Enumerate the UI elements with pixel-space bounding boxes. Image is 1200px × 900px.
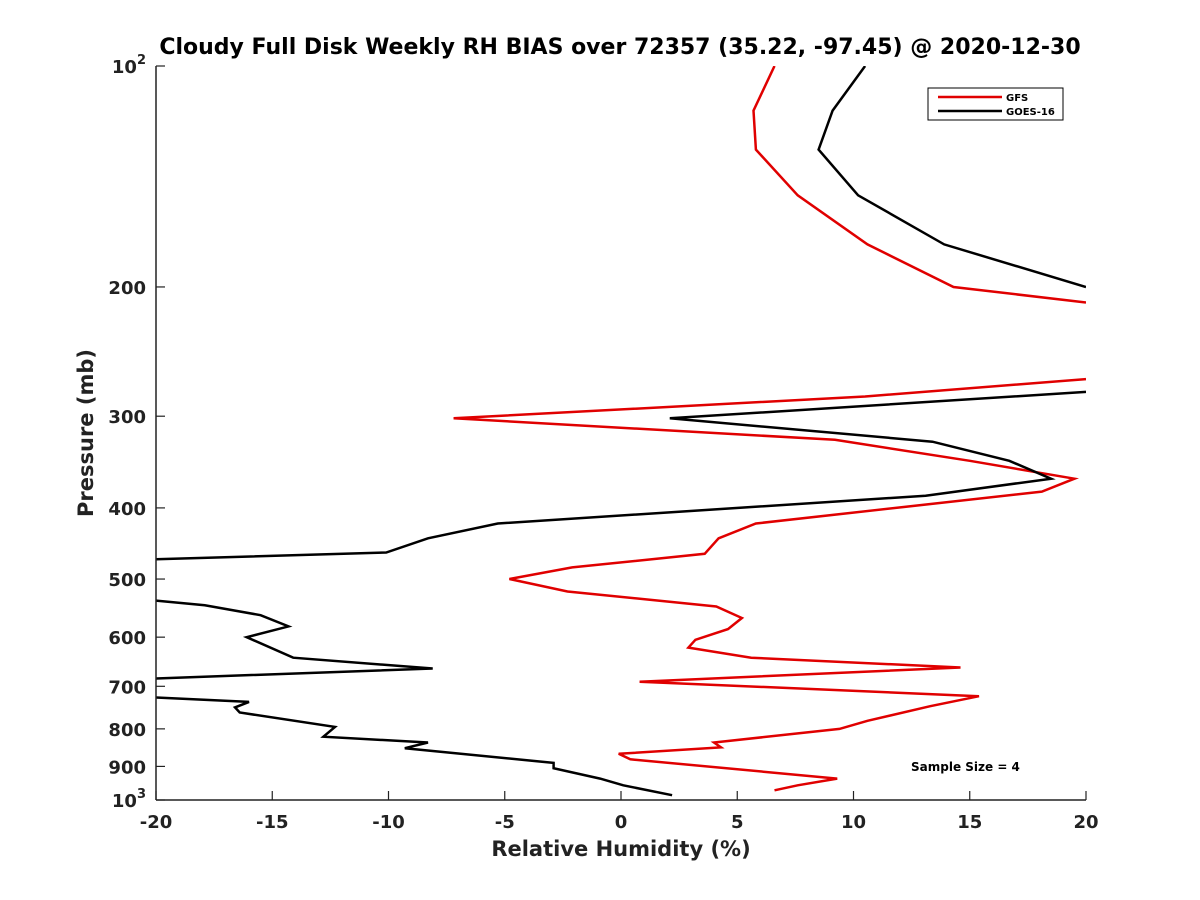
y-tick-label: 800	[108, 720, 146, 741]
series-line-goes16-segment-4	[156, 696, 673, 797]
series-line-goes16-segment-1	[817, 66, 1086, 289]
series-line-gfs-segment-2	[453, 377, 1086, 792]
series-line-goes16-segment-2	[156, 390, 1086, 561]
x-tick-label: -15	[256, 812, 289, 833]
x-tick-label: -10	[372, 812, 405, 833]
x-ticks: -20 -15 -10 -5 0 5 10 15 20	[140, 791, 1099, 833]
series-layer	[156, 66, 1086, 797]
x-tick-label: 15	[957, 812, 982, 833]
chart-title: Cloudy Full Disk Weekly RH BIAS over 723…	[159, 35, 1080, 60]
y-tick-label: 103	[112, 787, 146, 812]
sample-size-annotation: Sample Size = 4	[911, 760, 1020, 774]
x-tick-label: 5	[731, 812, 744, 833]
y-tick-label: 200	[108, 278, 146, 299]
y-tick-label: 900	[108, 757, 146, 778]
x-tick-label: -20	[140, 812, 173, 833]
y-tick-label: 500	[108, 570, 146, 591]
x-tick-label: 10	[841, 812, 866, 833]
legend-label-goes16: GOES-16	[1006, 107, 1055, 118]
x-tick-label: 0	[615, 812, 628, 833]
plot-area	[156, 66, 1086, 800]
y-tick-label: 600	[108, 628, 146, 649]
y-tick-label: 300	[108, 407, 146, 428]
x-axis-label: Relative Humidity (%)	[491, 837, 750, 861]
y-ticks: 102 200 300 400 500 600 700 800 900 103	[108, 53, 165, 812]
y-axis-label: Pressure (mb)	[74, 349, 98, 517]
legend-label-gfs: GFS	[1006, 93, 1028, 104]
legend: GFS GOES-16	[927, 87, 1064, 121]
x-tick-label: 20	[1073, 812, 1098, 833]
y-tick-label: 400	[108, 499, 146, 520]
series-line-goes16-segment-3	[156, 599, 433, 680]
y-tick-label: 102	[112, 53, 146, 78]
series-line-gfs-segment-1	[752, 66, 1086, 304]
legend-box	[927, 87, 1064, 121]
x-tick-label: -5	[495, 812, 515, 833]
y-tick-label: 700	[108, 677, 146, 698]
